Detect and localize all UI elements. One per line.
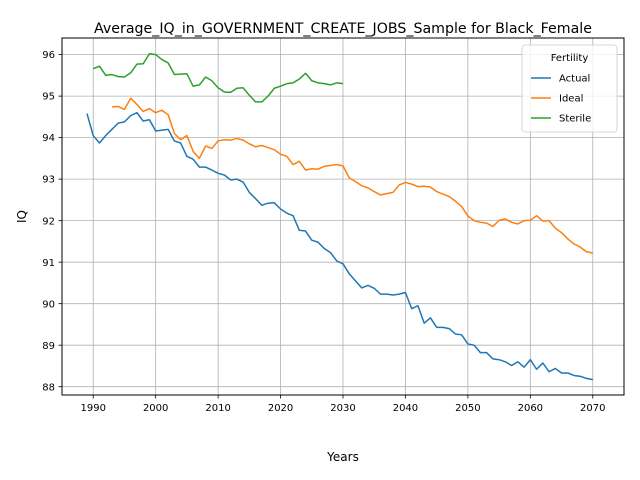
y-tick-label: 89	[42, 341, 55, 352]
y-tick-label: 93	[42, 175, 55, 186]
y-tick-label: 94	[42, 133, 55, 144]
x-tick-label: 2030	[330, 403, 355, 414]
y-tick-label: 96	[42, 50, 55, 61]
x-axis-label: Years	[326, 450, 359, 464]
y-axis-label: IQ	[15, 210, 29, 223]
y-tick-label: 88	[42, 382, 55, 393]
x-tick-label: 2060	[518, 403, 543, 414]
legend-title: Fertility	[551, 53, 589, 64]
series-layer	[87, 54, 593, 380]
x-tick-label: 2000	[143, 403, 168, 414]
legend-label-sterile: Sterile	[559, 114, 591, 125]
series-line-ideal	[112, 98, 593, 253]
series-line-actual	[87, 113, 593, 380]
x-tick-label: 2070	[580, 403, 605, 414]
x-tick-label: 2010	[205, 403, 230, 414]
chart-title: Average_IQ_in_GOVERNMENT_CREATE_JOBS_Sam…	[94, 21, 592, 37]
x-tick-label: 2020	[268, 403, 293, 414]
x-tick-label: 1990	[80, 403, 105, 414]
legend-label-actual: Actual	[559, 74, 590, 85]
y-tick-label: 92	[42, 216, 55, 227]
y-tick-label: 90	[42, 299, 55, 310]
x-tick-label: 2050	[455, 403, 480, 414]
y-tick-label: 95	[42, 92, 55, 103]
x-axis-ticks: 1990 2000 2010 2020 2030 2040 2050 2060 2070	[80, 395, 605, 414]
legend: Fertility Actual Ideal Sterile	[522, 45, 617, 132]
y-axis-ticks: 88 89 90 91 92 93 94 95 96	[42, 50, 62, 393]
y-tick-label: 91	[42, 258, 55, 269]
legend-label-ideal: Ideal	[559, 94, 583, 105]
x-tick-label: 2040	[393, 403, 418, 414]
